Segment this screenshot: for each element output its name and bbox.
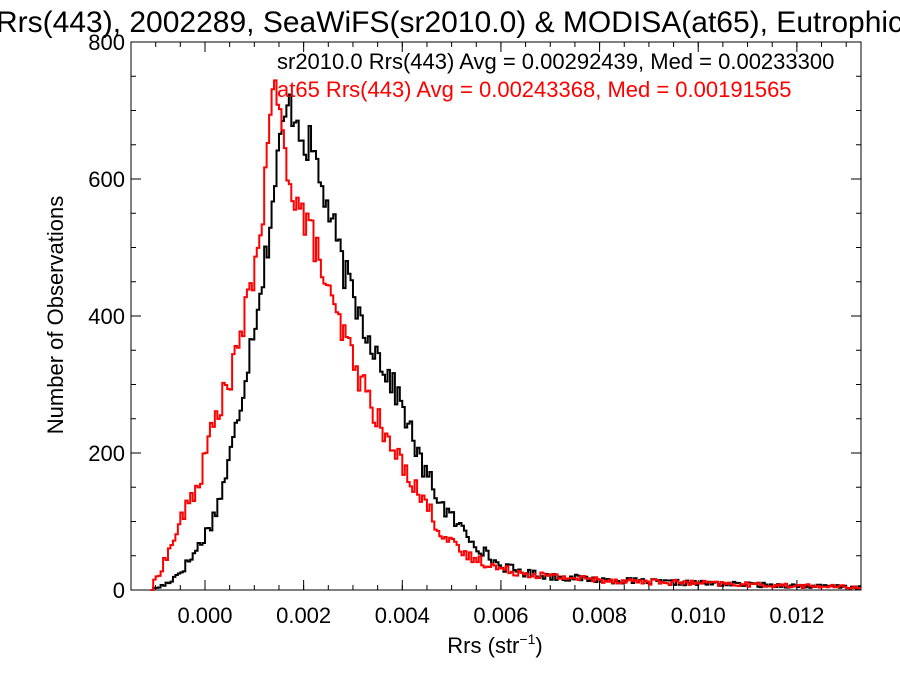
- x-tick-label: 0.012: [769, 603, 824, 628]
- legend-entry-at65: at65 Rrs(443) Avg = 0.00243368, Med = 0.…: [277, 77, 792, 102]
- chart-title: Rrs(443), 2002289, SeaWiFS(sr2010.0) & M…: [0, 6, 900, 39]
- x-tick-label: 0.010: [671, 603, 726, 628]
- y-tick-label: 0: [113, 578, 125, 603]
- series-line-sr2010-0: [150, 93, 861, 591]
- plot-frame: [130, 41, 862, 591]
- x-axis: 0.000 0.002 0.004 0.006 0.008 0.010 0.012: [130, 42, 847, 628]
- x-tick-label: 0.004: [375, 603, 430, 628]
- x-tick-label: 0.000: [177, 603, 232, 628]
- y-tick-label: 600: [88, 167, 125, 192]
- x-tick-label: 0.008: [572, 603, 627, 628]
- y-tick-label: 800: [88, 30, 125, 55]
- y-tick-label: 200: [88, 441, 125, 466]
- series-line-at65: [150, 79, 861, 591]
- series-layer: [150, 79, 861, 591]
- x-axis-label-superscript: −1: [519, 631, 535, 647]
- y-axis: 0 200 400 600 800: [88, 30, 861, 603]
- x-axis-label: Rrs (str−1): [447, 631, 542, 658]
- y-tick-label: 400: [88, 304, 125, 329]
- legend-entry-sr2010: sr2010.0 Rrs(443) Avg = 0.00292439, Med …: [277, 49, 834, 74]
- x-tick-label: 0.006: [473, 603, 528, 628]
- x-axis-label-close: ): [535, 633, 542, 658]
- x-axis-label-main: Rrs (str: [447, 633, 519, 658]
- x-tick-label: 0.002: [276, 603, 331, 628]
- y-axis-label: Number of Observations: [43, 196, 68, 434]
- plot-border: [130, 41, 862, 591]
